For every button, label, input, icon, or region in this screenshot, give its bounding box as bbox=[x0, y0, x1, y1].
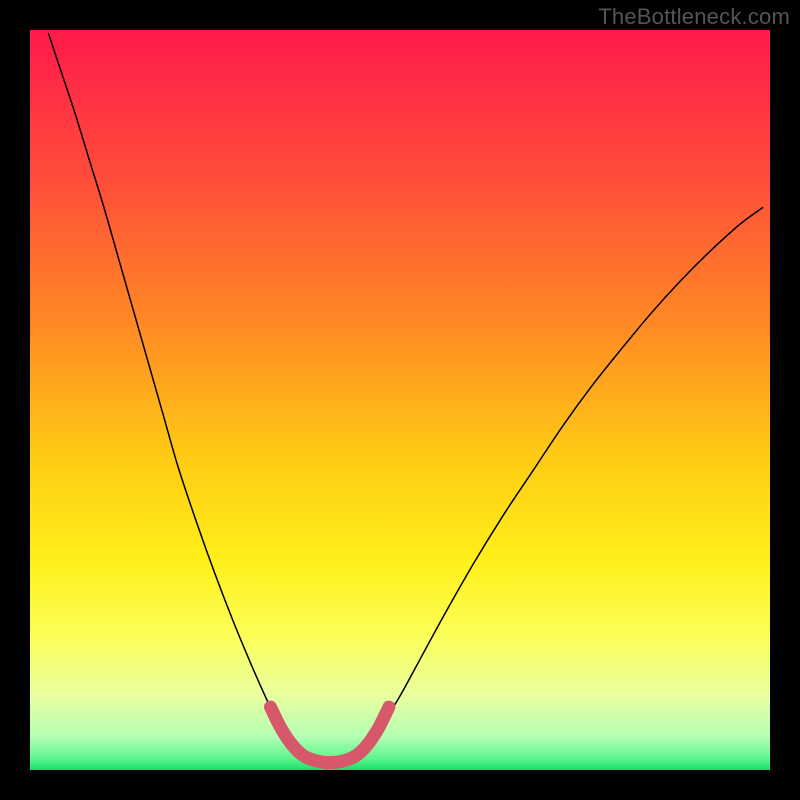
chart-background bbox=[30, 30, 770, 770]
watermark-text: TheBottleneck.com bbox=[598, 4, 790, 30]
chart-svg bbox=[0, 0, 800, 800]
chart-stage: TheBottleneck.com bbox=[0, 0, 800, 800]
